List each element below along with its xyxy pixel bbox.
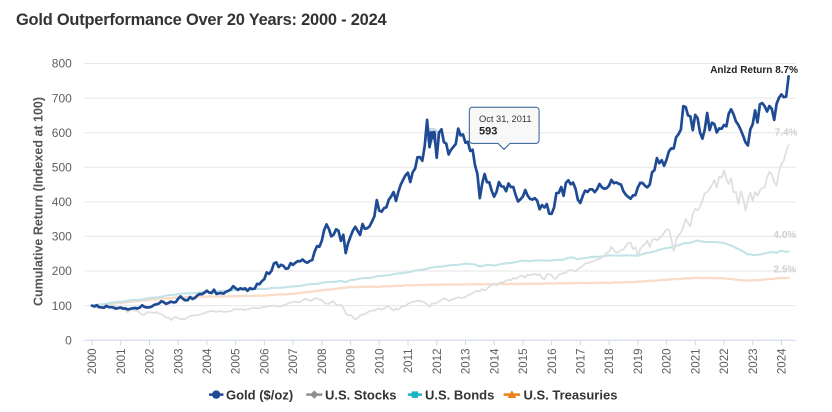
svg-text:2007: 2007: [288, 349, 300, 375]
svg-text:Cumulative Return (Indexed at: Cumulative Return (Indexed at 100): [32, 97, 46, 306]
svg-text:2003: 2003: [173, 349, 185, 375]
svg-text:2005: 2005: [231, 349, 243, 375]
svg-text:400: 400: [52, 195, 72, 209]
svg-text:2.5%: 2.5%: [774, 265, 797, 276]
svg-text:2016: 2016: [547, 349, 559, 375]
svg-text:2017: 2017: [576, 349, 588, 375]
svg-text:2018: 2018: [604, 349, 616, 375]
svg-text:600: 600: [52, 126, 72, 140]
svg-text:2004: 2004: [202, 348, 214, 374]
svg-text:2022: 2022: [719, 349, 731, 375]
svg-text:2021: 2021: [690, 349, 702, 375]
svg-text:Gold ($/oz): Gold ($/oz): [226, 387, 293, 402]
svg-text:2002: 2002: [145, 349, 157, 375]
svg-text:2011: 2011: [403, 349, 415, 374]
svg-text:2023: 2023: [748, 349, 760, 375]
svg-text:Anlzd Return 8.7%: Anlzd Return 8.7%: [710, 65, 798, 76]
svg-text:2010: 2010: [374, 349, 386, 375]
svg-text:2024: 2024: [777, 348, 789, 374]
svg-text:2001: 2001: [116, 349, 128, 375]
svg-text:2014: 2014: [489, 348, 501, 374]
svg-text:Gold Outperformance Over 20 Ye: Gold Outperformance Over 20 Years: 2000 …: [16, 11, 387, 29]
svg-text:2008: 2008: [317, 349, 329, 375]
svg-text:200: 200: [52, 264, 72, 278]
svg-text:U.S. Bonds: U.S. Bonds: [425, 387, 494, 402]
svg-text:2009: 2009: [346, 349, 358, 375]
svg-text:2006: 2006: [260, 349, 272, 375]
svg-text:7.4%: 7.4%: [775, 128, 798, 139]
svg-text:Oct 31, 2011: Oct 31, 2011: [479, 114, 532, 124]
svg-text:4.0%: 4.0%: [774, 230, 797, 241]
svg-text:2012: 2012: [432, 349, 444, 375]
svg-text:U.S. Treasuries: U.S. Treasuries: [524, 387, 618, 402]
svg-text:800: 800: [52, 57, 72, 71]
svg-text:2000: 2000: [87, 349, 99, 375]
svg-text:700: 700: [52, 91, 72, 105]
svg-text:2013: 2013: [461, 349, 473, 375]
svg-text:300: 300: [52, 230, 72, 244]
svg-text:0: 0: [65, 333, 72, 347]
svg-text:2015: 2015: [518, 349, 530, 375]
svg-text:2019: 2019: [633, 349, 645, 375]
svg-text:500: 500: [52, 161, 72, 175]
svg-text:U.S. Stocks: U.S. Stocks: [325, 387, 397, 402]
svg-text:100: 100: [52, 299, 72, 313]
svg-text:593: 593: [479, 126, 497, 138]
svg-text:2020: 2020: [662, 349, 674, 375]
